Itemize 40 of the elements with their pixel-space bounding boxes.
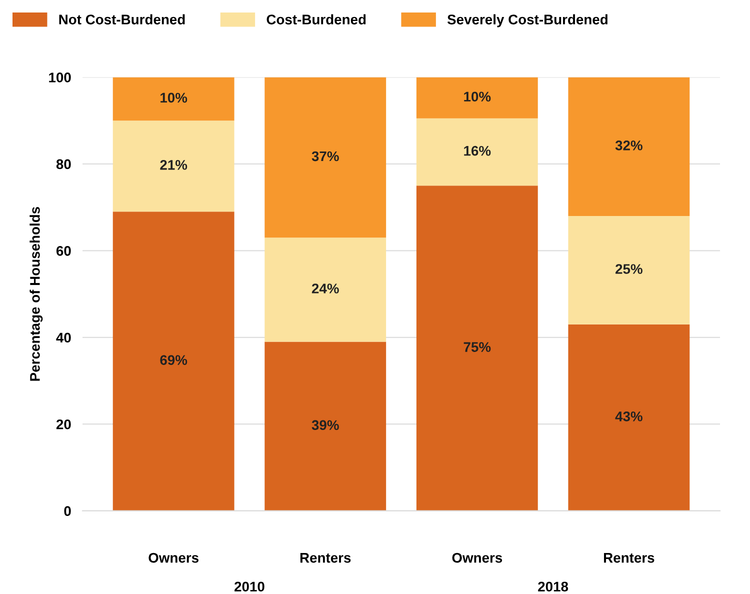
legend-label: Cost-Burdened [266,14,366,24]
bar [112,212,234,511]
text: 2018 [538,582,568,592]
y-tick-label: 20 [56,419,71,430]
bar [416,118,538,186]
bar [568,324,690,511]
y-tick-label: 80 [56,159,71,170]
data-label: 69% [160,355,188,365]
data-label: 10% [464,92,491,102]
bar [264,238,386,342]
x-tick-label: Owners [148,552,198,563]
data-label: 43% [615,412,642,422]
data-label: 16% [464,146,491,156]
data-label: 37% [312,151,339,162]
data-label: 39% [312,420,339,430]
data-label: 75% [464,342,491,352]
y-axis-title: Percentage of Households [30,206,43,381]
bar [416,77,538,118]
y-tick-label: 0 [64,506,71,516]
y-tick-label: 40 [56,332,71,343]
bar [264,342,386,511]
x-tick-label: Owners [452,552,502,563]
bar [568,216,690,324]
y-tick-label: 100 [49,72,71,82]
x-tick-label: Renters [300,553,351,563]
bar [568,77,690,216]
bar [264,77,386,238]
bar [112,120,234,212]
bar [112,77,234,121]
data-label: 21% [160,160,188,170]
bar [416,186,538,511]
data-label: 32% [615,140,642,150]
x-tick-label: Renters [604,553,654,563]
text: 2010 [234,582,264,592]
data-label: 10% [160,92,188,103]
legend-label: Severely Cost-Burdened [447,14,608,28]
data-label: 25% [616,264,642,274]
legend-label: Not Cost-Burdened [59,14,185,24]
data-label: 24% [312,284,339,294]
y-tick-label: 60 [56,246,71,256]
